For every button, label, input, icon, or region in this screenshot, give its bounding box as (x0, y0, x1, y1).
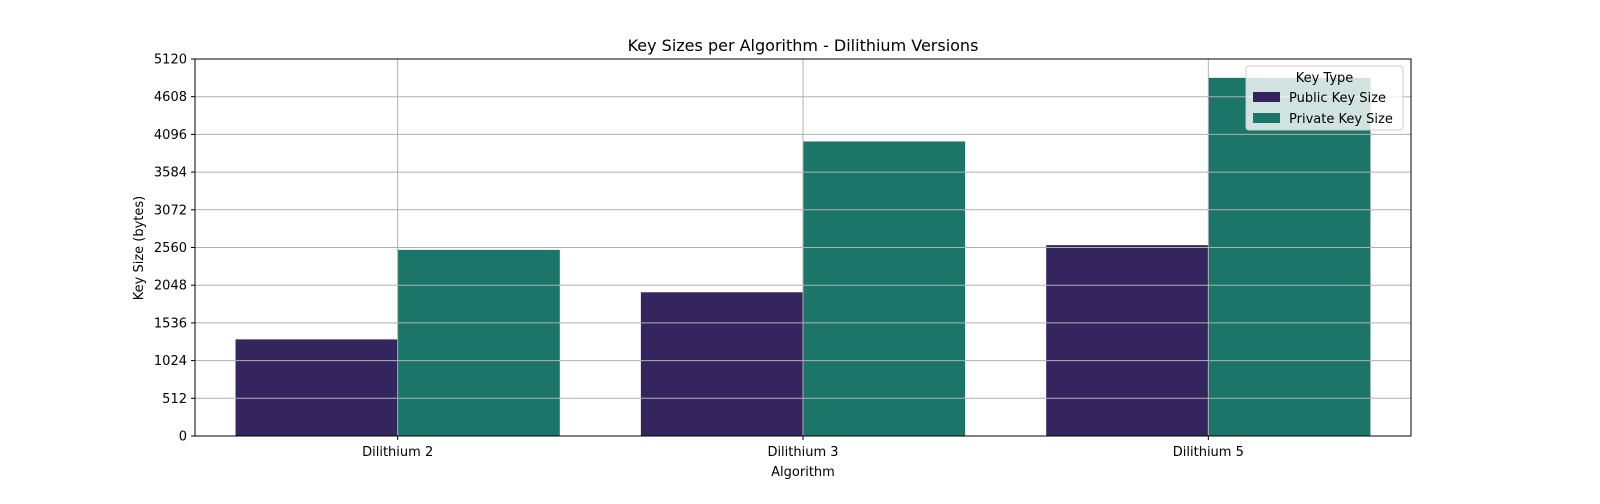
bar (235, 339, 398, 436)
bars-layer (235, 77, 1371, 436)
legend-swatch (1253, 92, 1280, 102)
bar (803, 141, 966, 436)
axes-layer: 0 512 1024 1536 2048 2560 3072 3584 4096 4608 5120… (154, 53, 1412, 460)
bar (1208, 77, 1371, 436)
y-tick-label: 1024 (154, 354, 187, 369)
y-tick-label: 2560 (154, 241, 187, 256)
bar (640, 292, 803, 436)
y-axis-label: Key Size (bytes) (132, 196, 147, 300)
legend-label: Public Key Size (1289, 91, 1386, 106)
y-tick-label: 512 (162, 392, 187, 407)
y-tick-label: 2048 (154, 279, 187, 294)
legend: Key Type Public Key Size Private Key Size (1245, 65, 1404, 131)
y-tick-label: 3584 (154, 166, 187, 181)
x-tick-label: Dilithium 5 (1173, 445, 1244, 460)
y-tick-label: 4608 (154, 90, 187, 105)
legend-swatch (1253, 113, 1280, 123)
bar (1046, 245, 1209, 436)
x-tick-label: Dilithium 2 (362, 445, 433, 460)
legend-box (1245, 65, 1404, 131)
y-tick-label: 0 (179, 430, 187, 445)
bar (397, 249, 560, 436)
y-tick-label: 4096 (154, 128, 187, 143)
legend-title: Key Type (1296, 71, 1354, 86)
legend-label: Private Key Size (1289, 112, 1393, 127)
x-tick-label: Dilithium 3 (767, 445, 838, 460)
chart-title: Key Sizes per Algorithm - Dilithium Vers… (628, 36, 979, 55)
x-axis-label: Algorithm (771, 465, 835, 480)
y-tick-label: 5120 (154, 53, 187, 68)
y-tick-label: 3072 (154, 203, 187, 218)
y-tick-label: 1536 (154, 316, 187, 331)
